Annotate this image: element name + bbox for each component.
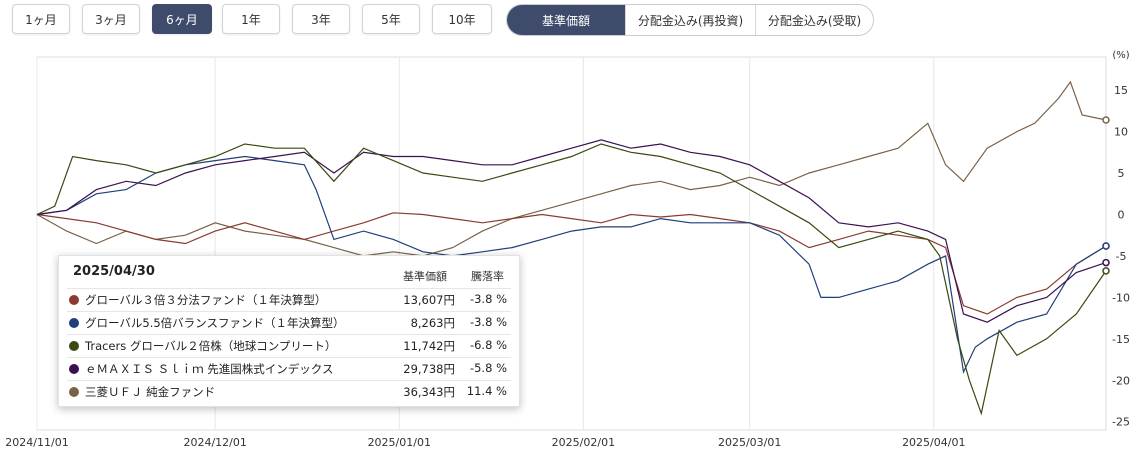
fund-name: Tracers グローバル２倍株（地球コンプリート） xyxy=(85,339,337,353)
series-end-marker xyxy=(1102,116,1110,124)
series-color-dot xyxy=(69,295,79,305)
tooltip-price-header: 基準価額 xyxy=(403,270,447,283)
y-axis-unit-label: (%) xyxy=(1112,50,1129,61)
y-tick-label: 5 xyxy=(1118,167,1125,180)
fund-price: 36,343円 xyxy=(403,385,455,399)
tooltip-row: グローバル5.5倍バランスファンド（１年決算型） 8,263円 -3.8 % xyxy=(67,311,511,334)
series-line xyxy=(36,80,1107,257)
y-tick-label: -15 xyxy=(1112,333,1130,346)
period-3m-button[interactable]: 3ヶ月 xyxy=(82,4,140,34)
fund-price: 13,607円 xyxy=(403,293,455,307)
period-1m-button[interactable]: 1ヶ月 xyxy=(12,4,70,34)
fund-change: -3.8 % xyxy=(469,315,507,329)
mode-reinvest-button[interactable]: 分配金込み(再投資) xyxy=(625,5,755,35)
series-color-dot xyxy=(69,387,79,397)
series-line xyxy=(36,139,1107,323)
fund-name: 三菱ＵＦＪ 純金ファンド xyxy=(85,385,216,399)
fund-price: 11,742円 xyxy=(403,339,455,353)
period-6m-button[interactable]: 6ヶ月 xyxy=(152,4,212,34)
fund-name: ｅＭＡＸＩＳ Ｓｌｉｍ 先進国株式インデックス xyxy=(85,362,334,376)
x-tick-label: 2025/02/01 xyxy=(552,436,615,449)
y-tick-label: 10 xyxy=(1114,126,1128,139)
series-end-marker xyxy=(1102,242,1110,250)
y-tick-label: -25 xyxy=(1112,416,1130,429)
series-line xyxy=(36,212,1107,315)
mode-nav-button[interactable]: 基準価額 xyxy=(507,5,625,35)
series-color-dot xyxy=(69,318,79,328)
fund-change: -6.8 % xyxy=(469,338,507,352)
series-end-marker xyxy=(1102,267,1110,275)
chart-tooltip: 2025/04/30 基準価額 騰落率 グローバル３倍３分法ファンド（１年決算型… xyxy=(58,255,520,407)
fund-change: 11.4 % xyxy=(466,384,507,398)
period-10y-button[interactable]: 10年 xyxy=(432,4,492,34)
fund-name: グローバル5.5倍バランスファンド（１年決算型） xyxy=(85,316,345,330)
fund-change: -5.8 % xyxy=(469,361,507,375)
series-end-marker xyxy=(1102,258,1110,267)
y-tick-label: -10 xyxy=(1112,291,1130,304)
series-color-dot xyxy=(69,364,79,374)
tooltip-change-header: 騰落率 xyxy=(471,270,504,283)
tooltip-row: 三菱ＵＦＪ 純金ファンド 36,343円 11.4 % xyxy=(67,380,511,403)
fund-change: -3.8 % xyxy=(469,292,507,306)
series-line xyxy=(36,155,1107,375)
tooltip-date: 2025/04/30 xyxy=(73,264,155,279)
tooltip-row: ｅＭＡＸＩＳ Ｓｌｉｍ 先進国株式インデックス 29,738円 -5.8 % xyxy=(67,357,511,380)
series-line xyxy=(36,143,1107,416)
x-tick-label: 2025/04/01 xyxy=(902,436,965,449)
series-color-dot xyxy=(69,341,79,351)
fund-price: 29,738円 xyxy=(403,362,455,376)
value-mode-toggle: 基準価額 分配金込み(再投資) 分配金込み(受取) xyxy=(506,4,874,36)
mode-receive-button[interactable]: 分配金込み(受取) xyxy=(755,5,873,35)
x-tick-label: 2025/01/01 xyxy=(368,436,431,449)
y-tick-label: 15 xyxy=(1114,84,1128,97)
y-tick-label: 0 xyxy=(1118,208,1125,221)
period-5y-button[interactable]: 5年 xyxy=(362,4,420,34)
tooltip-row: グローバル３倍３分法ファンド（１年決算型） 13,607円 -3.8 % xyxy=(67,288,511,311)
fund-price: 8,263円 xyxy=(410,316,455,330)
x-tick-label: 2025/03/01 xyxy=(718,436,781,449)
y-tick-label: -5 xyxy=(1116,250,1127,263)
period-1y-button[interactable]: 1年 xyxy=(222,4,280,34)
period-3y-button[interactable]: 3年 xyxy=(292,4,350,34)
x-tick-label: 2024/11/01 xyxy=(5,436,68,449)
fund-name: グローバル３倍３分法ファンド（１年決算型） xyxy=(85,293,327,307)
x-tick-label: 2024/12/01 xyxy=(183,436,246,449)
y-tick-label: -20 xyxy=(1112,374,1130,387)
tooltip-row: Tracers グローバル２倍株（地球コンプリート） 11,742円 -6.8 … xyxy=(67,334,511,357)
